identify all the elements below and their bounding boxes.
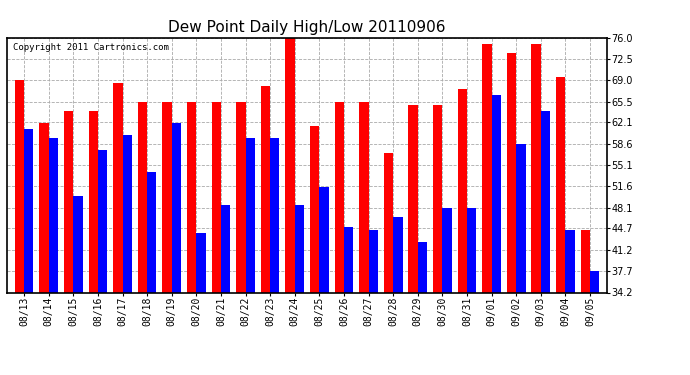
Bar (64, 111, 73, 375)
Bar (270, 138, 279, 375)
Bar (565, 230, 575, 375)
Bar (442, 209, 452, 375)
Bar (246, 138, 255, 375)
Bar (590, 271, 600, 375)
Bar (286, 38, 295, 375)
Bar (14, 80, 24, 375)
Bar (344, 226, 353, 375)
Bar (507, 53, 516, 375)
Bar (491, 96, 501, 375)
Bar (88, 111, 98, 375)
Bar (24, 129, 34, 375)
Bar (467, 209, 476, 375)
Bar (221, 205, 230, 375)
Bar (457, 89, 467, 375)
Text: Copyright 2011 Cartronics.com: Copyright 2011 Cartronics.com (13, 43, 169, 52)
Bar (319, 187, 328, 375)
Bar (384, 153, 393, 375)
Bar (531, 44, 541, 375)
Bar (39, 123, 49, 375)
Bar (368, 230, 378, 375)
Bar (417, 242, 427, 375)
Bar (261, 86, 270, 375)
Bar (295, 205, 304, 375)
Bar (98, 150, 107, 375)
Bar (310, 126, 319, 375)
Bar (162, 102, 172, 375)
Bar (123, 135, 132, 375)
Bar (516, 144, 526, 375)
Bar (556, 77, 565, 375)
Bar (172, 123, 181, 375)
Title: Dew Point Daily High/Low 20110906: Dew Point Daily High/Low 20110906 (168, 20, 446, 35)
Bar (73, 196, 83, 375)
Bar (212, 102, 221, 375)
Bar (197, 233, 206, 375)
Bar (335, 102, 344, 375)
Bar (393, 217, 402, 375)
Bar (138, 102, 147, 375)
Bar (433, 105, 442, 375)
Bar (541, 111, 550, 375)
Bar (580, 230, 590, 375)
Bar (113, 83, 123, 375)
Bar (187, 102, 197, 375)
Bar (482, 44, 491, 375)
Bar (49, 138, 58, 375)
Bar (408, 105, 417, 375)
Bar (236, 102, 246, 375)
Bar (147, 172, 157, 375)
Bar (359, 102, 368, 375)
